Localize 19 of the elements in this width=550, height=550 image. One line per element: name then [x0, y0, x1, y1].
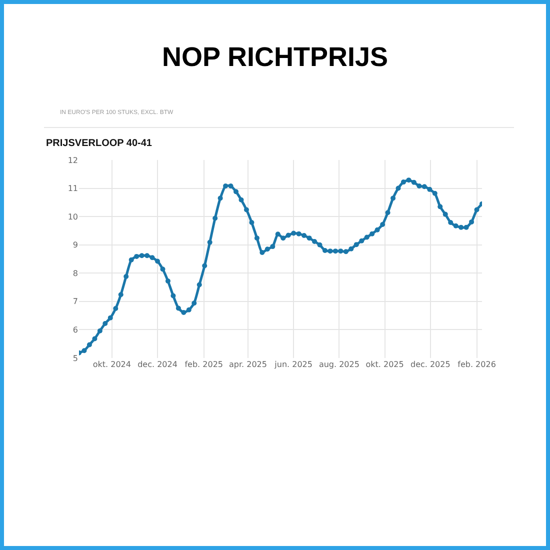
x-tick-label: okt. 2025: [366, 360, 404, 369]
y-tick-label: 10: [68, 212, 78, 222]
y-tick-label: 12: [68, 156, 78, 165]
y-tick-label: 6: [72, 326, 78, 335]
x-tick-label: apr. 2025: [228, 360, 267, 369]
y-tick-label: 5: [72, 354, 78, 363]
y-tick-label: 7: [72, 297, 78, 306]
y-tick-label: 11: [68, 184, 78, 194]
text: PRIJSVERLOOP 40-41: [46, 138, 152, 149]
y-tick-label: 8: [72, 268, 78, 278]
x-tick-label: okt. 2024: [92, 360, 131, 369]
x-tick-label: feb. 2025: [184, 360, 223, 369]
x-tick-label: jun. 2025: [274, 360, 312, 369]
x-tick-label: aug. 2025: [318, 360, 360, 369]
x-tick-label: feb. 2026: [458, 360, 496, 369]
x-tick-label: dec. 2024: [138, 360, 178, 369]
chart-title: NOP RICHTPRIJS: [160, 42, 390, 73]
x-tick-label: dec. 2025: [410, 360, 450, 369]
y-tick-label: 9: [72, 240, 78, 250]
